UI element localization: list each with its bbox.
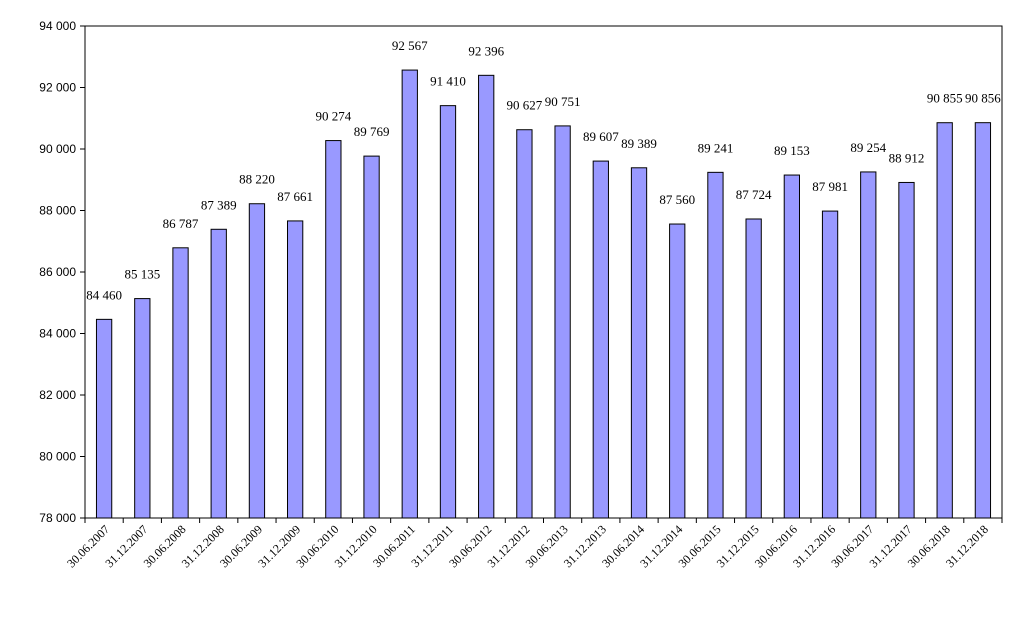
bar-value-label: 87 389 bbox=[201, 197, 237, 212]
bar-value-label: 90 274 bbox=[315, 109, 351, 124]
bar-value-label: 87 724 bbox=[736, 187, 772, 202]
y-tick-label: 86 000 bbox=[39, 265, 76, 279]
bar-value-label: 89 389 bbox=[621, 136, 657, 151]
bar bbox=[210, 228, 227, 519]
bar-value-label: 90 751 bbox=[545, 94, 581, 109]
bar bbox=[669, 223, 686, 519]
bar-value-label: 87 560 bbox=[659, 192, 695, 207]
bar-value-label: 86 787 bbox=[163, 216, 199, 231]
bar bbox=[248, 203, 266, 519]
bar bbox=[898, 181, 915, 519]
bar bbox=[325, 140, 342, 519]
bar bbox=[401, 69, 418, 519]
bar-value-label: 89 607 bbox=[583, 129, 619, 144]
bar bbox=[707, 171, 724, 519]
bar-value-label: 88 912 bbox=[889, 150, 925, 165]
bar bbox=[936, 122, 953, 519]
bar bbox=[134, 298, 151, 519]
y-tick-label: 92 000 bbox=[39, 81, 76, 95]
bar-value-label: 90 856 bbox=[965, 91, 1001, 106]
bar-value-label: 91 410 bbox=[430, 74, 466, 89]
y-tick-label: 80 000 bbox=[39, 450, 76, 464]
bar bbox=[592, 160, 609, 519]
bar bbox=[630, 167, 648, 519]
bar-value-label: 88 220 bbox=[239, 172, 275, 187]
y-tick-label: 94 000 bbox=[39, 19, 76, 33]
bar-value-label: 84 460 bbox=[86, 287, 122, 302]
y-tick-label: 88 000 bbox=[39, 204, 76, 218]
bar bbox=[745, 218, 762, 519]
bar bbox=[821, 210, 839, 519]
bar-value-label: 89 153 bbox=[774, 143, 810, 158]
bar bbox=[554, 125, 571, 519]
bar bbox=[439, 105, 457, 519]
bar-value-label: 87 981 bbox=[812, 179, 848, 194]
y-tick-label: 82 000 bbox=[39, 388, 76, 402]
bar bbox=[516, 129, 533, 519]
bar-value-label: 90 855 bbox=[927, 91, 963, 106]
bar-value-label: 85 135 bbox=[124, 267, 160, 282]
bar-value-label: 92 567 bbox=[392, 38, 428, 53]
y-tick-label: 90 000 bbox=[39, 142, 76, 156]
bar bbox=[287, 220, 304, 519]
bar bbox=[974, 122, 992, 519]
bar bbox=[860, 171, 877, 519]
bar bbox=[172, 247, 189, 519]
bar-value-label: 92 396 bbox=[468, 43, 504, 58]
y-tick-label: 84 000 bbox=[39, 327, 76, 341]
bar-value-label: 90 627 bbox=[507, 98, 543, 113]
bar bbox=[363, 155, 380, 519]
bar-value-label: 89 241 bbox=[698, 140, 734, 155]
x-axis-ticks: 30.06.200731.12.200730.06.200831.12.2008… bbox=[64, 518, 1003, 570]
bar bbox=[478, 74, 495, 519]
bar-value-label: 89 254 bbox=[850, 140, 886, 155]
bar-value-label: 89 769 bbox=[354, 124, 390, 139]
x-tick-label: 31.12.2018 bbox=[943, 522, 991, 570]
y-axis-ticks: 78 000 80 000 82 000 84 000 86 000 88 000 90 0… bbox=[39, 19, 85, 525]
bars-group bbox=[95, 69, 992, 519]
bar-value-label: 87 661 bbox=[277, 189, 313, 204]
bar bbox=[95, 318, 113, 519]
y-tick-label: 78 000 bbox=[39, 511, 76, 525]
bar bbox=[783, 174, 800, 519]
plot-area-frame bbox=[84, 25, 1003, 519]
